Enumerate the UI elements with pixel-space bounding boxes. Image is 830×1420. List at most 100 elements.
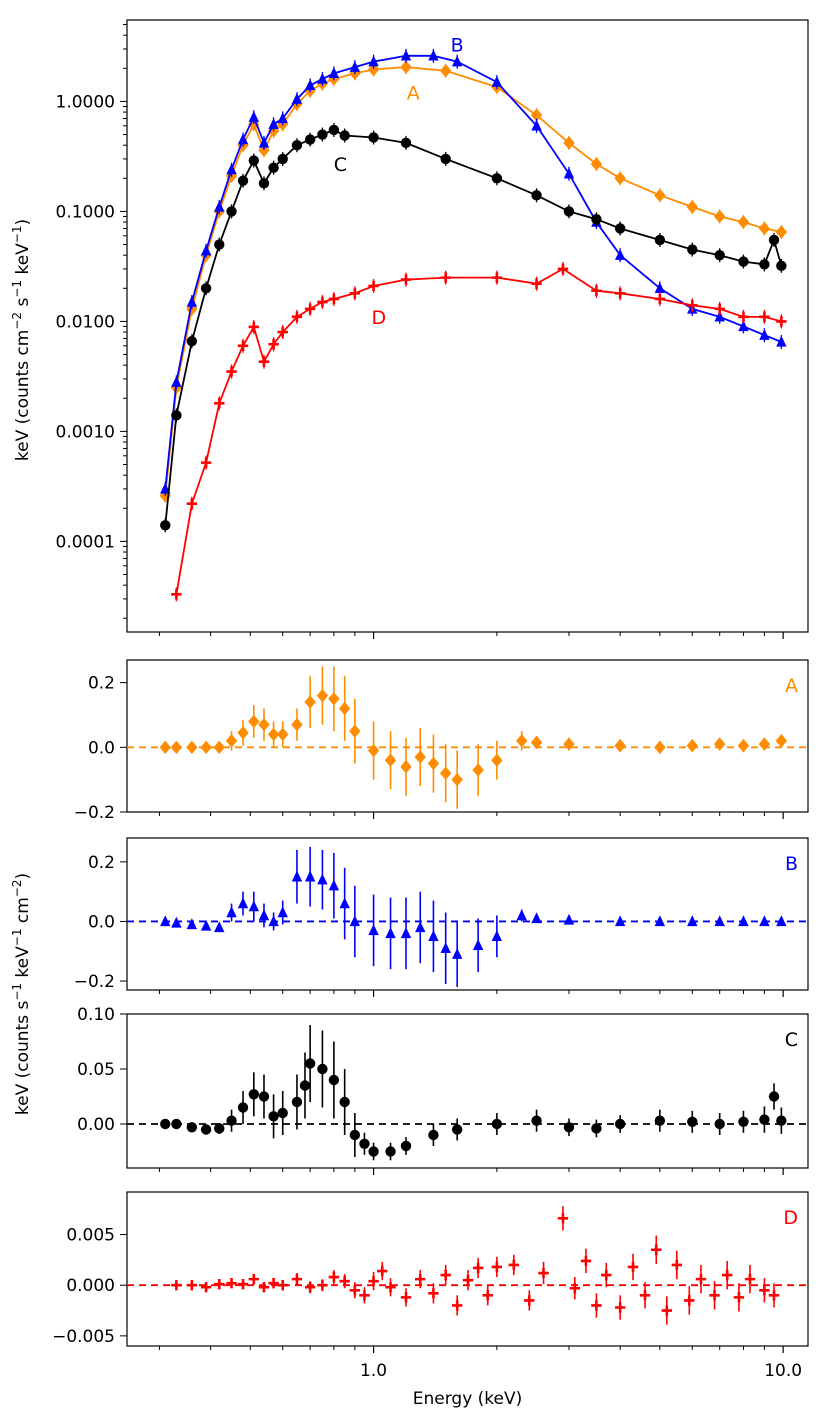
data-point bbox=[304, 79, 316, 91]
data-point bbox=[451, 1300, 463, 1311]
series-B bbox=[160, 48, 787, 496]
data-point bbox=[440, 766, 452, 780]
data-point bbox=[531, 119, 542, 131]
data-point bbox=[462, 1274, 474, 1286]
data-point bbox=[776, 260, 787, 272]
spectrum-panel: 0.0001 0.0010 0.0100 0.1000 1.0000 keV (count… bbox=[10, 19, 809, 639]
data-point bbox=[368, 55, 379, 67]
data-point bbox=[248, 110, 260, 122]
data-point bbox=[268, 162, 279, 173]
data-point bbox=[268, 1111, 279, 1122]
data-point bbox=[339, 1096, 350, 1108]
data-point bbox=[768, 234, 780, 246]
data-point bbox=[186, 1122, 198, 1133]
data-point bbox=[491, 1261, 503, 1273]
data-point bbox=[654, 282, 666, 293]
data-point bbox=[776, 915, 787, 927]
data-point bbox=[368, 924, 379, 936]
data-point bbox=[338, 701, 351, 716]
panel-label-B: B bbox=[785, 853, 798, 875]
data-point bbox=[170, 740, 183, 755]
data-point bbox=[328, 692, 340, 706]
data-point bbox=[591, 1123, 602, 1134]
data-point bbox=[744, 1273, 756, 1285]
data-point bbox=[687, 915, 698, 927]
data-point bbox=[472, 939, 484, 950]
data-point bbox=[291, 311, 303, 323]
data-point bbox=[171, 589, 182, 600]
y-tick-label: −0.2 bbox=[74, 972, 115, 992]
series-label-B: B bbox=[451, 34, 464, 56]
data-point bbox=[291, 139, 303, 151]
data-point bbox=[328, 1271, 340, 1283]
y-tick-label: 0.0001 bbox=[56, 532, 115, 552]
data-point bbox=[237, 1102, 249, 1113]
data-point bbox=[237, 1279, 249, 1290]
data-point bbox=[451, 948, 463, 959]
data-point bbox=[530, 735, 543, 750]
data-point bbox=[171, 410, 182, 421]
x-tick-label: 10.0 bbox=[764, 1361, 802, 1381]
data-point bbox=[385, 1146, 396, 1157]
data-point bbox=[684, 1295, 695, 1306]
data-point bbox=[591, 213, 602, 225]
data-point bbox=[186, 1280, 198, 1291]
data-point bbox=[400, 60, 412, 74]
data-point bbox=[654, 293, 666, 305]
data-point bbox=[563, 136, 575, 150]
data-point bbox=[768, 1091, 780, 1102]
y-tick-label: 0.005 bbox=[66, 1226, 115, 1246]
series-label-A: A bbox=[407, 83, 420, 105]
data-point bbox=[258, 717, 270, 732]
data-point bbox=[200, 457, 212, 468]
data-point bbox=[349, 1285, 361, 1296]
data-point bbox=[538, 1267, 549, 1279]
panel-label-D: D bbox=[783, 1207, 798, 1229]
data-point bbox=[214, 1279, 225, 1290]
residual-panel-D: −0.005 0.000 0.005 D 1.0 10.0 Energy (keV) bbox=[52, 1191, 809, 1409]
data-point bbox=[627, 1261, 639, 1273]
data-point bbox=[200, 283, 212, 294]
data-point bbox=[738, 320, 749, 332]
data-point bbox=[304, 134, 316, 145]
data-point bbox=[530, 108, 543, 122]
data-point bbox=[758, 221, 771, 236]
series-label-D: D bbox=[372, 307, 387, 329]
data-point bbox=[339, 1275, 350, 1287]
data-point bbox=[758, 737, 771, 751]
data-point bbox=[768, 1290, 780, 1301]
data-point bbox=[328, 67, 340, 79]
data-point bbox=[651, 1244, 662, 1255]
data-point bbox=[248, 155, 260, 166]
data-point bbox=[277, 326, 288, 338]
data-point bbox=[237, 897, 249, 909]
data-point bbox=[339, 130, 350, 141]
data-point bbox=[400, 49, 412, 61]
data-point bbox=[695, 1273, 707, 1285]
data-point bbox=[316, 688, 329, 703]
data-point bbox=[440, 942, 451, 953]
data-point bbox=[400, 927, 412, 939]
y-tick-label: 0.00 bbox=[77, 1115, 115, 1135]
data-point bbox=[569, 1283, 581, 1294]
data-point bbox=[759, 311, 770, 323]
data-point bbox=[687, 300, 698, 311]
data-point bbox=[291, 870, 303, 882]
data-point bbox=[482, 1290, 493, 1301]
data-point bbox=[491, 173, 503, 184]
data-point bbox=[759, 915, 770, 927]
data-point bbox=[258, 136, 270, 148]
data-point bbox=[415, 921, 426, 933]
data-point bbox=[299, 1080, 311, 1091]
data-point bbox=[349, 1129, 361, 1141]
data-point bbox=[440, 272, 451, 283]
data-point bbox=[524, 1295, 535, 1306]
data-point bbox=[317, 72, 328, 84]
data-point bbox=[225, 734, 238, 748]
data-point bbox=[671, 1259, 683, 1271]
y-tick-label: 0.0100 bbox=[56, 312, 115, 332]
data-point bbox=[368, 280, 379, 292]
y-tick-label: −0.005 bbox=[52, 1327, 115, 1347]
data-point bbox=[213, 740, 225, 755]
data-point bbox=[759, 328, 770, 340]
